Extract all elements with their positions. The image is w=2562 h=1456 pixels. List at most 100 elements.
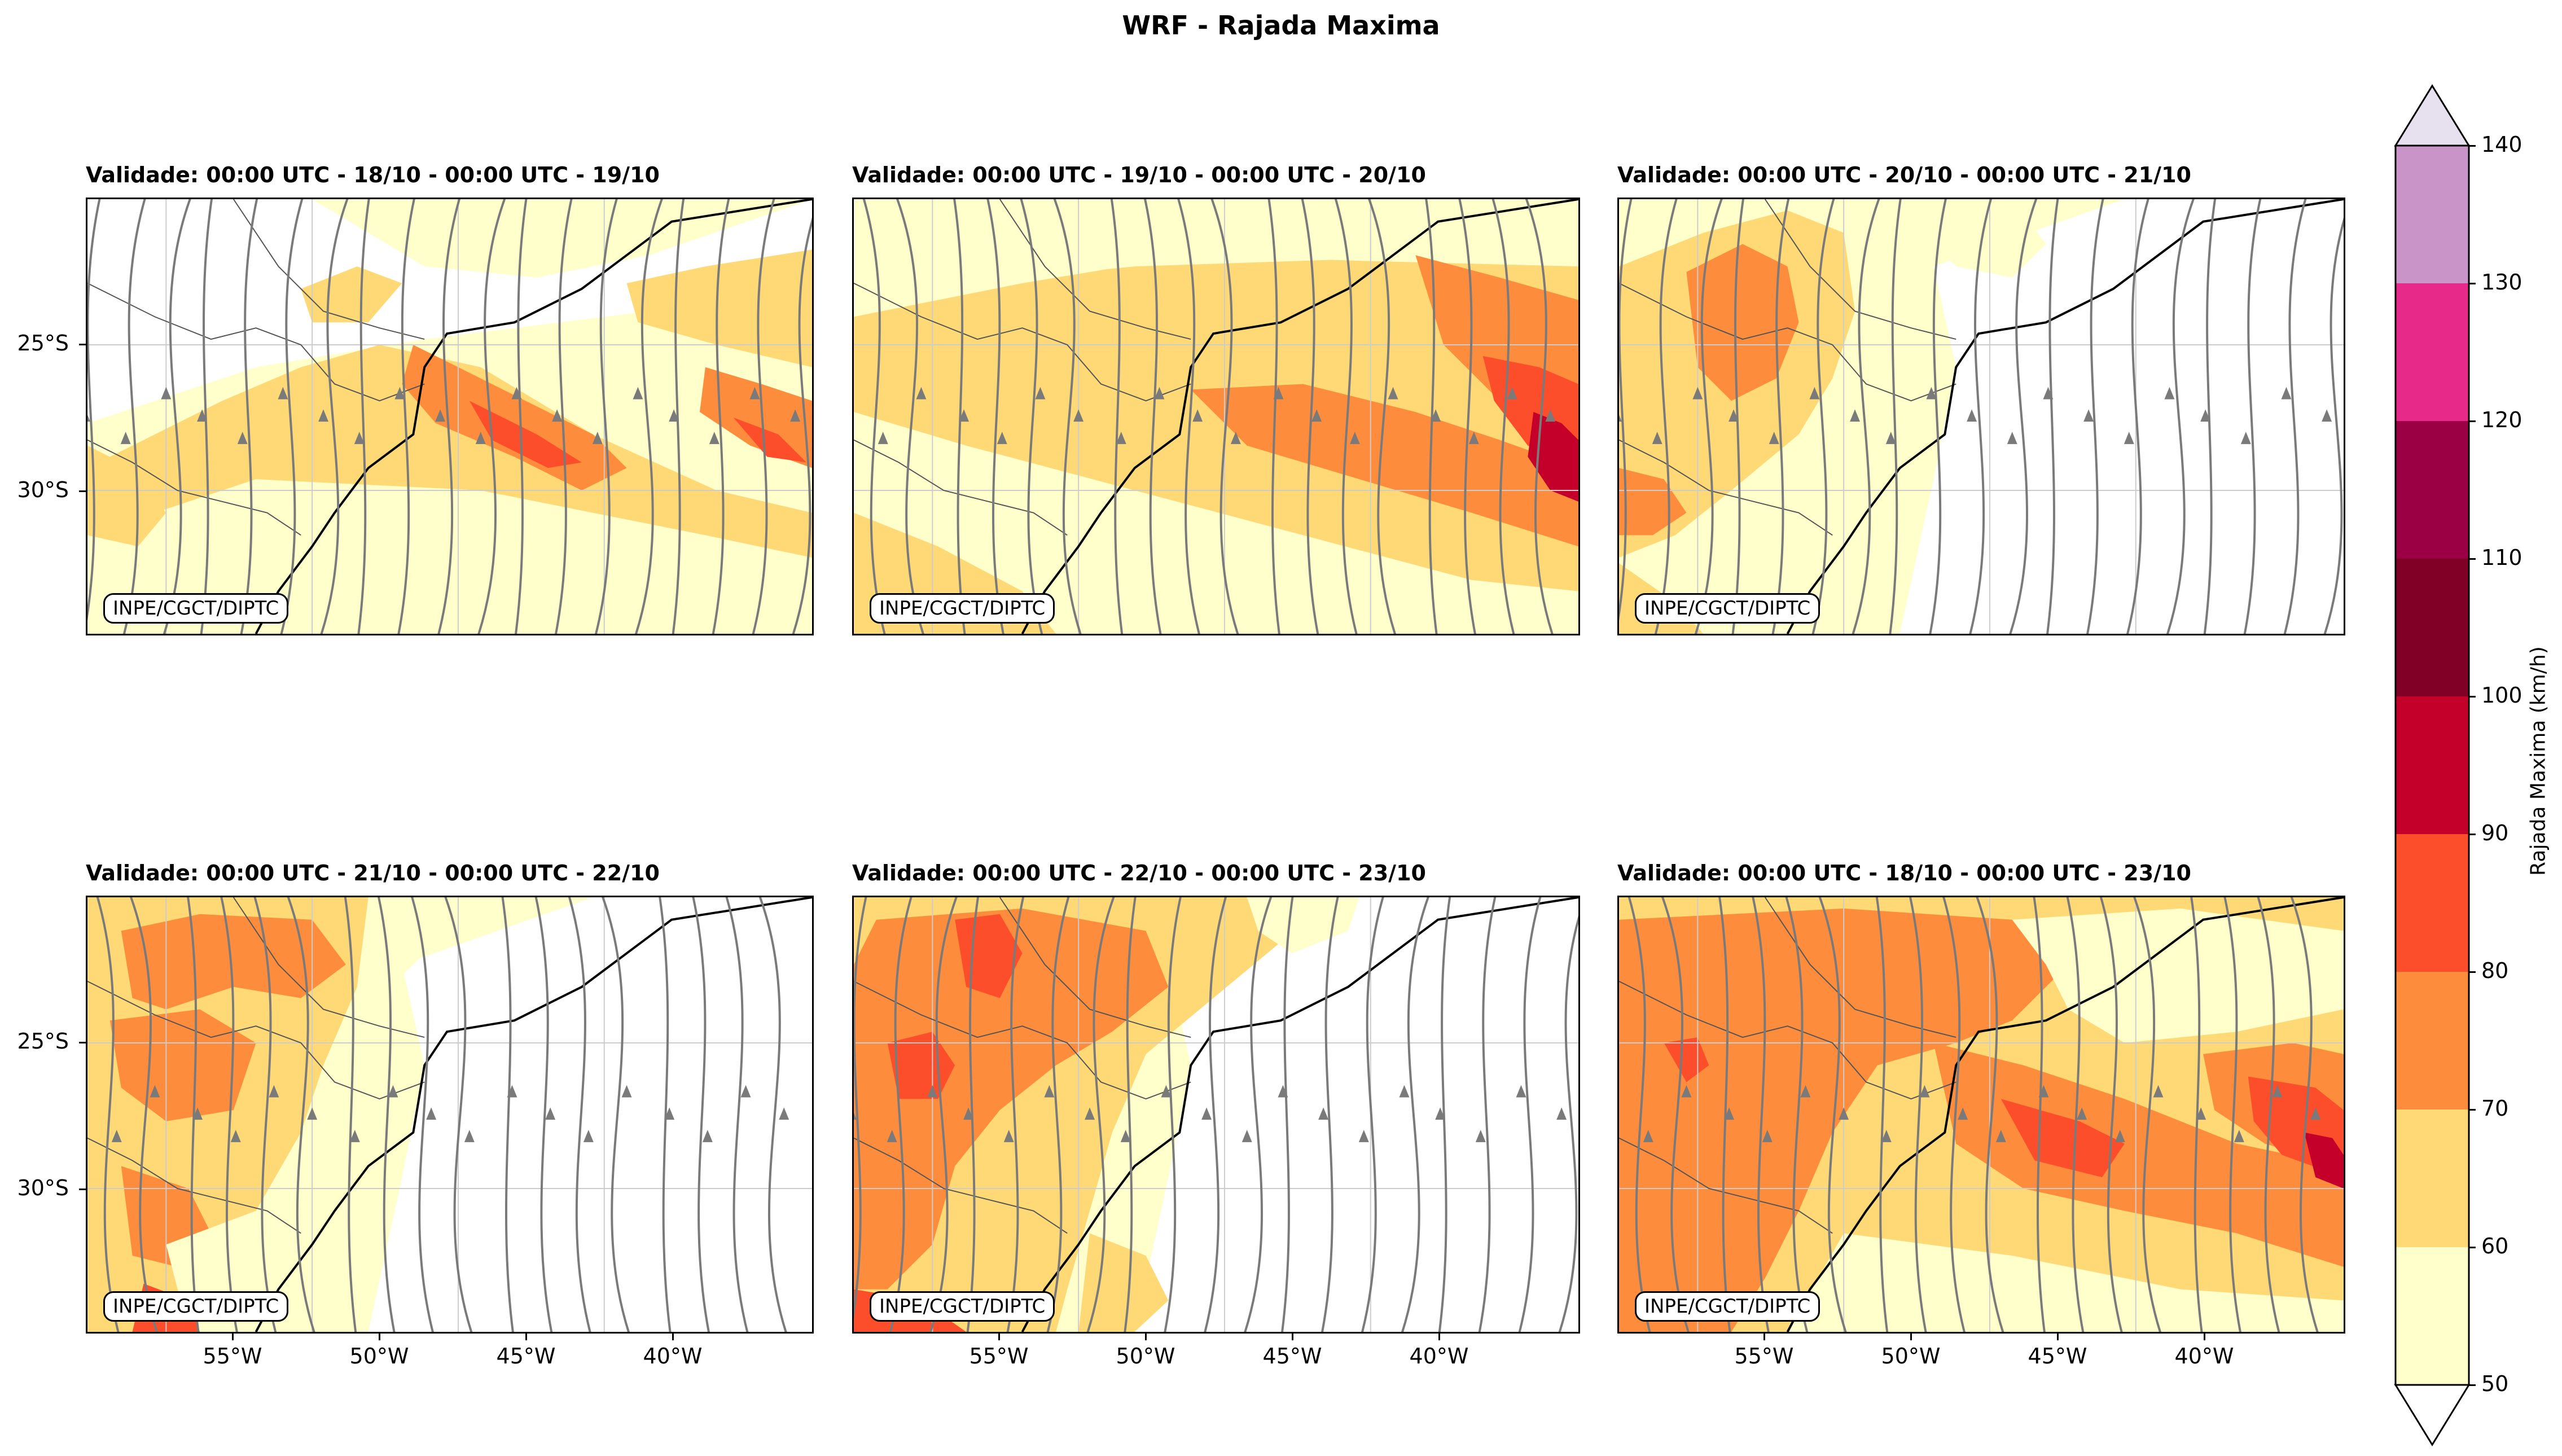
streamline-arrow (507, 1085, 517, 1098)
wind-streamline (1889, 199, 1902, 634)
gust-contour-region (1191, 384, 1578, 547)
streamline-arrow (709, 431, 720, 444)
gust-contour-region (733, 417, 807, 463)
wind-streamline (1731, 199, 1745, 634)
wind-streamline (1164, 897, 1182, 1332)
colorbar-tick-mark (2469, 283, 2476, 284)
longitude-tick-mark (232, 1334, 234, 1340)
colorbar-tick-label: 80 (2481, 958, 2509, 983)
wind-streamline (1046, 897, 1070, 1332)
coastline (1021, 897, 1578, 1332)
gust-contour-region (1619, 199, 1855, 267)
gust-contour-region (1787, 1233, 2344, 1332)
wind-streamline (1401, 897, 1429, 1332)
wind-streamline (129, 897, 159, 1332)
wind-streamline (692, 897, 710, 1332)
streamline-arrow (1850, 409, 1861, 422)
wind-streamline (2323, 217, 2344, 634)
streamline-arrow (2043, 387, 2054, 400)
colorbar-tick-label: 70 (2481, 1096, 2509, 1121)
below-threshold-area (368, 897, 812, 1332)
credit-label: INPE/CGCT/DIPTC (870, 1291, 1055, 1322)
longitude-tick-label: 40°W (2174, 1344, 2234, 1369)
wind-streamline (554, 199, 573, 634)
streamline-arrow (237, 431, 248, 444)
wind-streamline (1425, 199, 1438, 634)
wind-streamline (477, 199, 506, 634)
wind-streamline (1204, 897, 1227, 1332)
credit-label: INPE/CGCT/DIPTC (103, 1291, 289, 1322)
state-border (87, 1137, 301, 1234)
longitude-tick-mark (672, 1334, 674, 1340)
coastline (255, 199, 812, 634)
streamline-arrow (552, 409, 563, 422)
gust-contour-region (1619, 908, 2069, 1332)
streamline-arrow (669, 409, 679, 422)
streamline-arrow (349, 1129, 360, 1142)
longitude-tick-mark (1438, 1334, 1440, 1340)
longitude-tick-mark (379, 1334, 380, 1340)
gust-field-map (87, 897, 812, 1332)
latitude-tick-mark (79, 344, 86, 345)
wind-streamline (2166, 199, 2195, 634)
longitude-tick-mark (2057, 1334, 2059, 1340)
state-border (1619, 282, 1956, 402)
streamline-arrow (111, 1129, 122, 1142)
streamline-arrow (1762, 1129, 1773, 1142)
panel-title: Validade: 00:00 UTC - 19/10 - 00:00 UTC … (852, 163, 1426, 187)
wind-streamline (1110, 199, 1124, 634)
wind-streamline (2046, 199, 2059, 634)
coastline (1786, 199, 2344, 634)
streamline-arrow (592, 431, 603, 444)
wind-streamline (1053, 199, 1082, 634)
wind-streamline (1321, 897, 1339, 1332)
wind-streamline (1281, 897, 1294, 1332)
state-border (1619, 439, 1833, 536)
colorbar-segment (2396, 834, 2469, 972)
streamline-arrow (2114, 1129, 2125, 1142)
streamline-arrow (435, 409, 446, 422)
streamline-arrow (963, 1107, 974, 1120)
wind-streamline (1177, 199, 1200, 634)
colorbar-segment (2396, 972, 2469, 1109)
latitude-tick-label: 30°S (17, 1176, 69, 1200)
streamline-arrow (2240, 431, 2251, 444)
wind-streamline (411, 897, 434, 1332)
streamline-arrow (1201, 1107, 1212, 1120)
credit-label: INPE/CGCT/DIPTC (870, 593, 1055, 624)
wind-streamline (1811, 199, 1835, 634)
wind-streamline (320, 199, 349, 634)
streamline-arrow (1995, 1129, 2006, 1142)
streamline-arrow (1881, 1129, 1892, 1142)
wind-streamline (758, 897, 787, 1332)
streamline-arrow (1958, 1107, 1968, 1120)
streamline-arrow (1769, 431, 1779, 444)
streamline-arrow (1035, 387, 1046, 400)
streamline-arrow (1085, 1107, 1095, 1120)
wind-streamline (1210, 199, 1239, 634)
wind-streamline (1771, 199, 1790, 634)
streamline-arrow (2083, 409, 2094, 422)
wind-streamline (397, 199, 415, 634)
gust-field-map (87, 199, 812, 634)
streamline-arrow (1349, 431, 1360, 444)
gust-contour-region (301, 266, 402, 323)
streamline-arrow (1073, 409, 1084, 422)
wind-streamline (253, 897, 277, 1332)
wind-streamline (1661, 897, 1690, 1332)
gust-contour-region (1911, 199, 2046, 278)
wind-streamline (87, 199, 101, 621)
streamline-arrow (1192, 409, 1203, 422)
wind-streamline (1909, 897, 1927, 1332)
colorbar-extend-max (2394, 84, 2471, 147)
wind-streamline (1124, 897, 1137, 1332)
streamline-arrow (1809, 387, 1820, 400)
wind-streamline (966, 897, 980, 1332)
wind-streamline (1367, 199, 1397, 634)
gust-contour-region (469, 401, 582, 468)
wind-streamline (1438, 897, 1451, 1332)
state-border (1619, 980, 1956, 1100)
streamline-arrow (749, 387, 760, 400)
wind-streamline (163, 199, 191, 634)
streamline-arrow (2322, 409, 2332, 422)
